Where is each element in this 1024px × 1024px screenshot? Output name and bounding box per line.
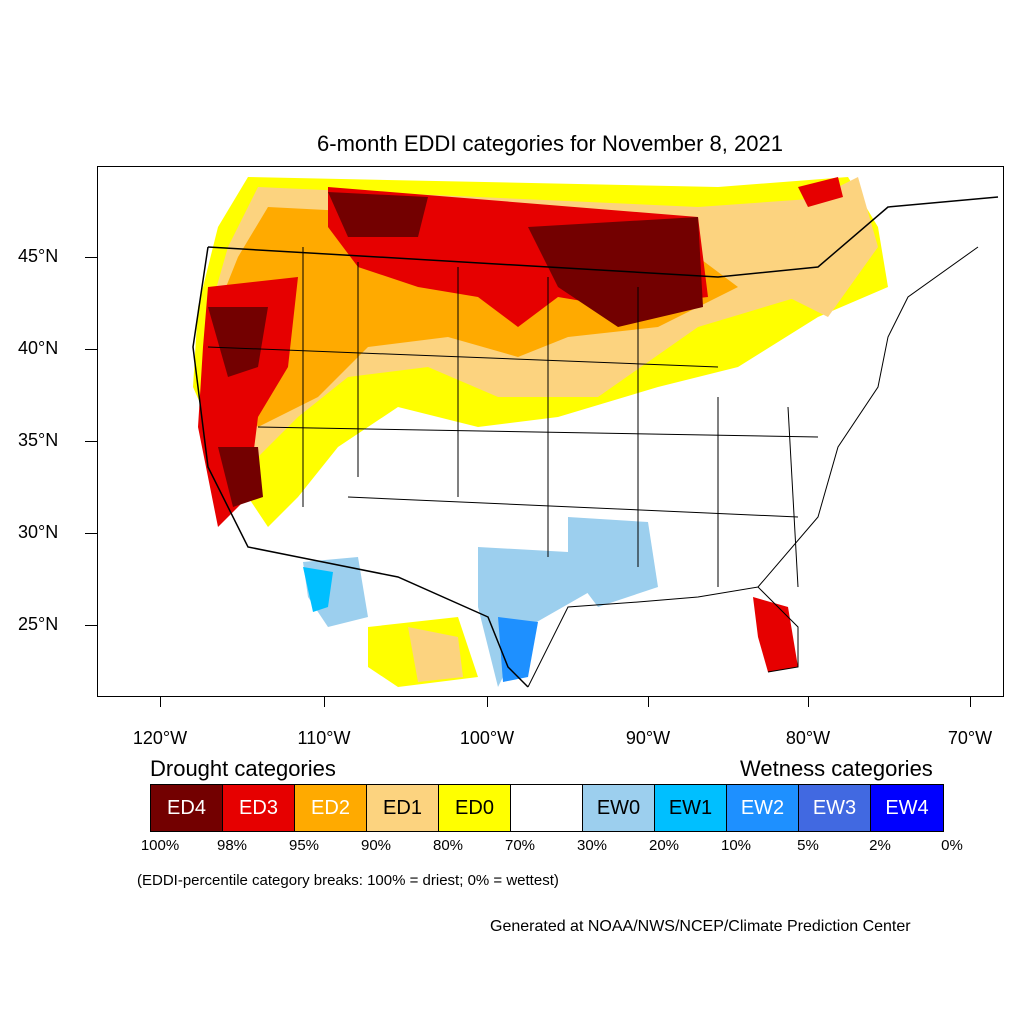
percent-break-label: 30% xyxy=(576,837,608,854)
lon-tick xyxy=(808,697,809,707)
map-canvas xyxy=(192,177,999,688)
legend-swatch-ew3: EW3 xyxy=(799,785,871,831)
percent-break-label: 5% xyxy=(797,837,819,854)
percent-break-label: 10% xyxy=(720,837,752,854)
wetness-categories-title: Wetness categories xyxy=(740,756,933,781)
percent-break-label: 95% xyxy=(288,837,320,854)
percent-break-label: 100% xyxy=(140,837,180,854)
lon-tick xyxy=(487,697,488,707)
lat-tick xyxy=(85,533,97,534)
lon-label-80: 80°W xyxy=(785,728,831,748)
boundaries xyxy=(192,196,999,688)
lat-label-45: 45°N xyxy=(18,246,59,266)
percent-break-label: 80% xyxy=(432,837,464,854)
lat-tick xyxy=(85,257,97,258)
legend-swatch-ew1: EW1 xyxy=(655,785,727,831)
category-breaks-note: (EDDI-percentile category breaks: 100% =… xyxy=(137,872,559,889)
lon-tick xyxy=(970,697,971,707)
percent-break-label: 0% xyxy=(941,837,963,854)
credit-line: Generated at NOAA/NWS/NCEP/Climate Predi… xyxy=(490,918,911,935)
drought-regions xyxy=(193,177,888,687)
percent-break-label: 70% xyxy=(504,837,536,854)
lon-tick xyxy=(648,697,649,707)
lon-tick xyxy=(324,697,325,707)
lat-tick xyxy=(85,349,97,350)
legend-swatch-ed2: ED2 xyxy=(295,785,367,831)
legend-swatch-neutral xyxy=(511,785,583,831)
legend-swatch-ed1: ED1 xyxy=(367,785,439,831)
lon-label-90: 90°W xyxy=(625,728,671,748)
lon-label-70: 70°W xyxy=(947,728,993,748)
lon-label-110: 110°W xyxy=(297,728,351,748)
category-legend: ED4 ED3 ED2 ED1 ED0 EW0 EW1 EW2 EW3 EW4 xyxy=(150,784,944,832)
lat-tick xyxy=(85,441,97,442)
lat-label-30: 30°N xyxy=(18,522,59,542)
percent-break-label: 98% xyxy=(216,837,248,854)
percent-break-label: 20% xyxy=(648,837,680,854)
lon-tick xyxy=(160,697,161,707)
legend-swatch-ed0: ED0 xyxy=(439,785,511,831)
lat-label-35: 35°N xyxy=(18,430,59,450)
lon-label-100: 100°W xyxy=(459,728,515,748)
percent-break-label: 2% xyxy=(869,837,891,854)
drought-categories-title: Drought categories xyxy=(150,756,336,781)
lon-label-120: 120°W xyxy=(132,728,188,748)
legend-swatch-ew2: EW2 xyxy=(727,785,799,831)
lat-label-40: 40°N xyxy=(18,338,59,358)
percent-break-label: 90% xyxy=(360,837,392,854)
lat-tick xyxy=(85,625,97,626)
legend-swatch-ed3: ED3 xyxy=(223,785,295,831)
eddi-map xyxy=(97,166,1004,697)
legend-swatch-ew0: EW0 xyxy=(583,785,655,831)
legend-swatch-ed4: ED4 xyxy=(151,785,223,831)
lat-label-25: 25°N xyxy=(18,614,59,634)
legend-swatch-ew4: EW4 xyxy=(871,785,943,831)
wetness-regions xyxy=(303,517,658,687)
map-title: 6-month EDDI categories for November 8, … xyxy=(317,131,783,156)
